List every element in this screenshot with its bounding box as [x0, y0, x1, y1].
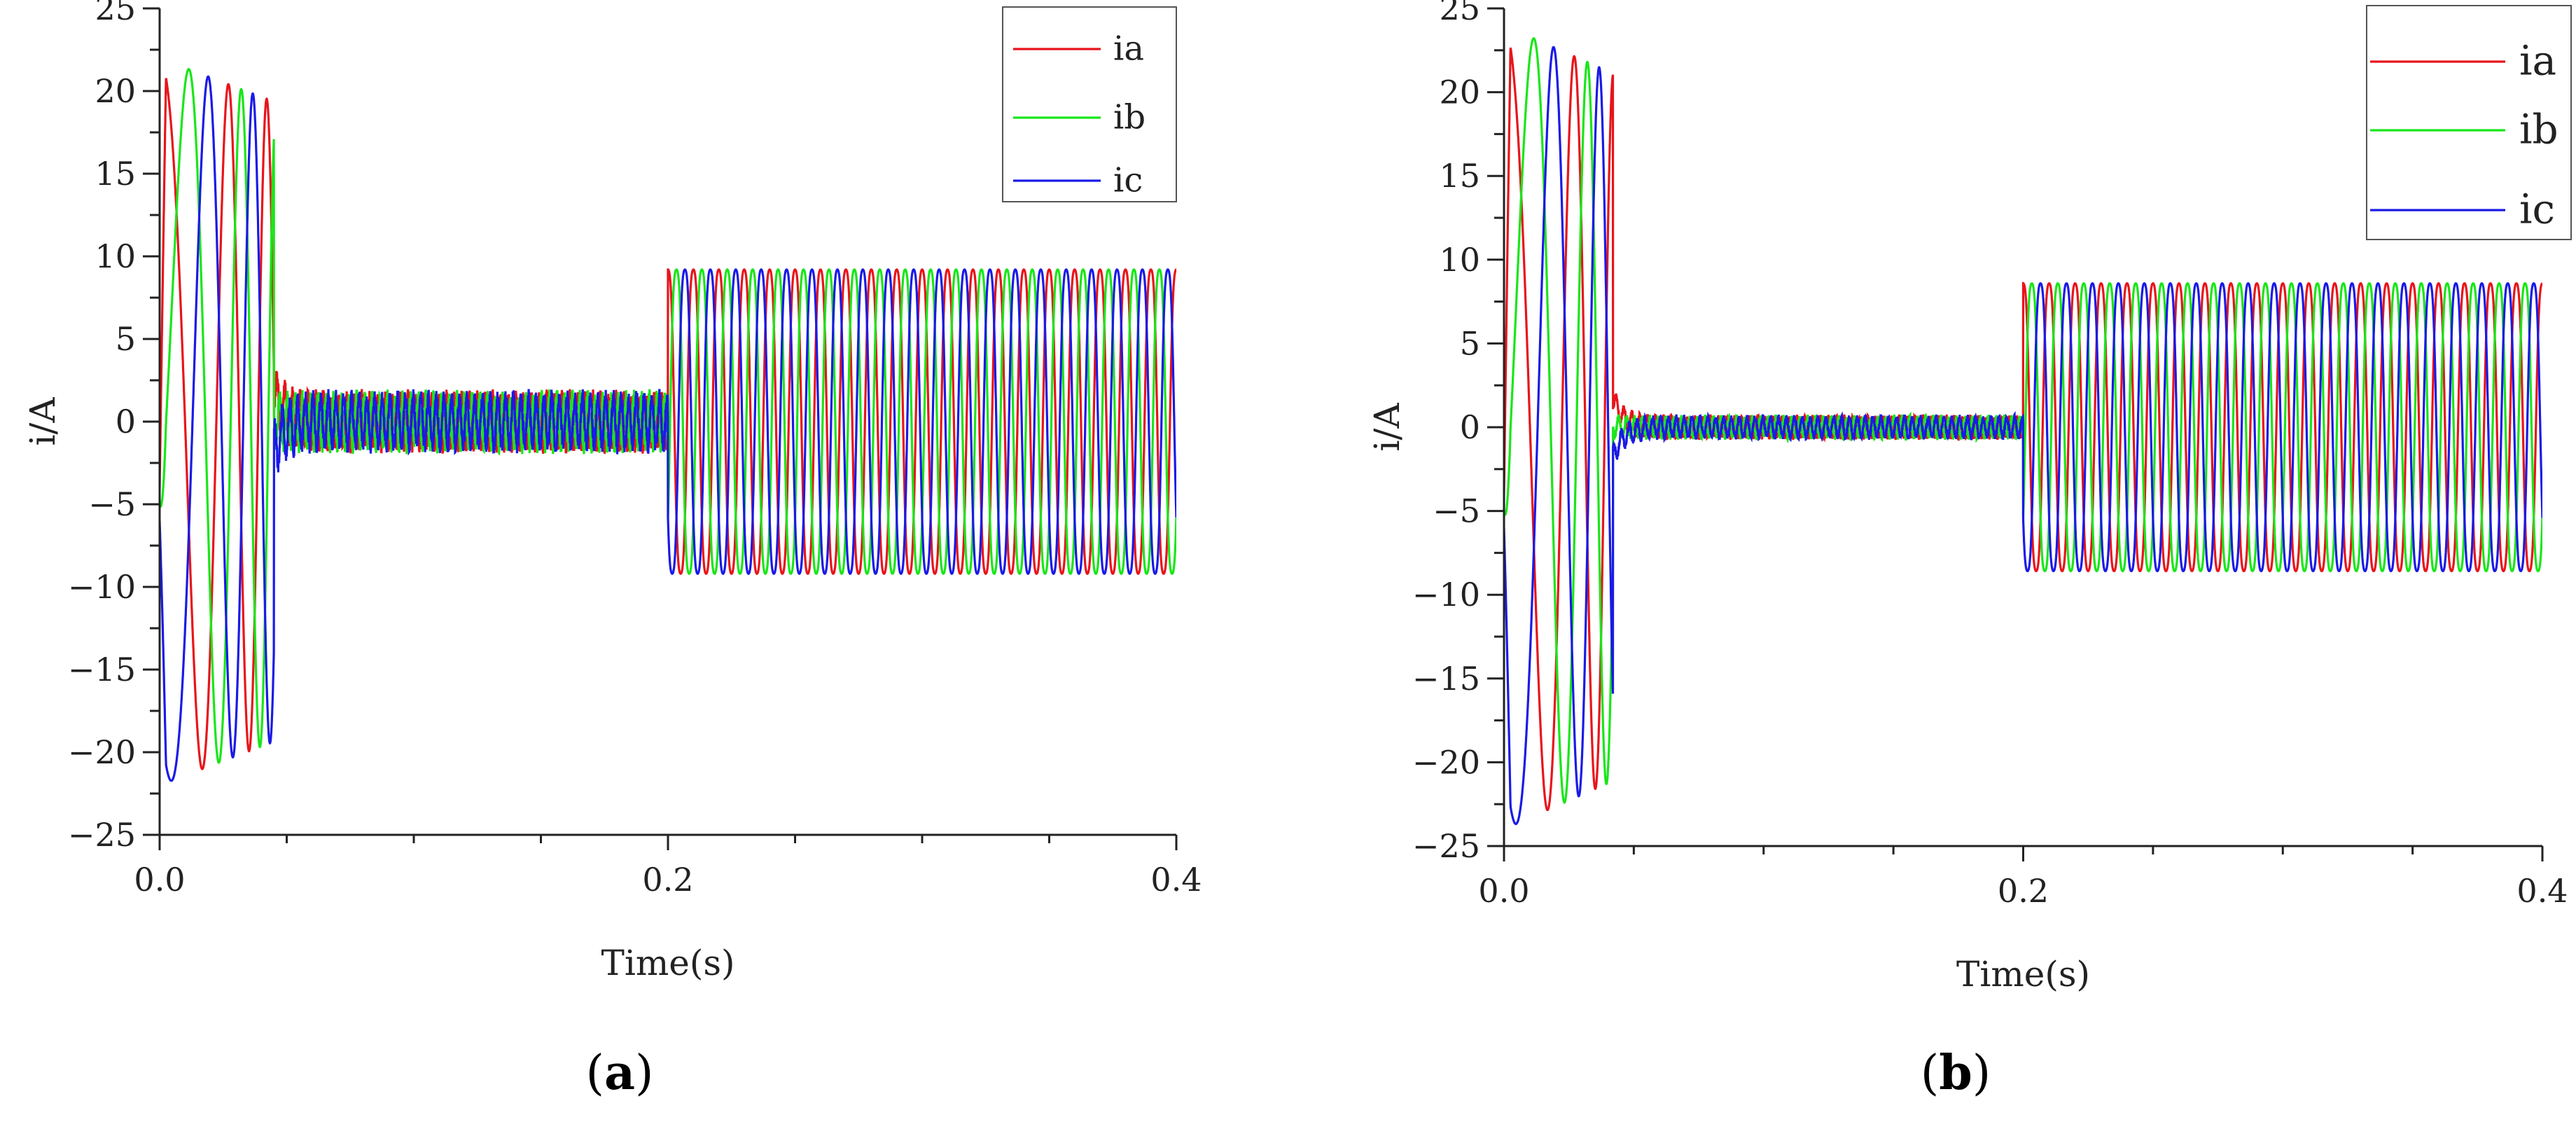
x-tick-label: 0.4	[2516, 872, 2568, 910]
legend: ia ib ic	[2366, 5, 2572, 240]
x-tick-label: 0.0	[134, 861, 185, 899]
panel-label: (a)	[585, 1045, 653, 1101]
y-tick-label: −25	[1412, 827, 1480, 865]
y-tick-label: −10	[1412, 576, 1480, 614]
y-tick-label: −10	[68, 568, 136, 606]
y-tick-label: 5	[116, 320, 136, 358]
series-line-ic	[160, 75, 1176, 782]
panel-label: (b)	[1921, 1045, 1991, 1101]
x-axis-label: Time(s)	[1956, 954, 2090, 995]
legend-label-ic: ic	[2519, 186, 2555, 233]
y-tick-label: −15	[1412, 660, 1480, 698]
y-tick-label: −5	[88, 485, 136, 523]
y-tick-label: 0	[116, 403, 136, 441]
y-tick-label: 25	[95, 0, 136, 27]
y-tick-label: 15	[95, 155, 136, 193]
x-tick-label: 0.2	[1998, 872, 2049, 910]
y-tick-label: 10	[1439, 241, 1480, 279]
x-axis-label: Time(s)	[601, 943, 734, 983]
legend: ia ib ic	[1002, 6, 1177, 202]
y-tick-label: 15	[1439, 157, 1480, 195]
legend-box	[2366, 5, 2572, 240]
y-tick-label: −5	[1433, 492, 1480, 530]
y-axis-label: i/A	[1367, 403, 1407, 452]
legend-box	[1002, 6, 1177, 202]
legend-label-ic: ic	[1113, 160, 1143, 200]
y-tick-label: −20	[68, 733, 136, 771]
y-tick-label: −15	[68, 651, 136, 688]
y-tick-label: 10	[95, 237, 136, 275]
legend-label-ib: ib	[1113, 97, 1146, 137]
legend-label-ia: ia	[2519, 37, 2556, 85]
y-tick-label: 20	[1439, 74, 1480, 111]
chart-panel-b: −25 −20 −15 −10 −5 0 5 10 15 20 25 0.0 0.2 0.4 Time(s)…	[1367, 0, 2572, 1101]
x-tick-label: 0.2	[642, 861, 693, 899]
series-line-ic	[1504, 46, 2542, 826]
chart-panel-a: −25 −20 −15 −10 −5 0 5 10 15 20 25 0.0 0.2 0.4 Time(s)…	[22, 0, 1202, 1101]
x-tick-label: 0.4	[1150, 861, 1202, 899]
y-tick-label: 0	[1460, 408, 1480, 446]
y-axis-label: i/A	[22, 397, 63, 446]
legend-label-ib: ib	[2519, 106, 2558, 153]
x-tick-label: 0.0	[1478, 872, 1529, 910]
y-tick-label: 25	[1439, 0, 1480, 27]
plot-area	[1504, 37, 2542, 826]
y-tick-label: −20	[1412, 743, 1480, 781]
y-tick-label: 20	[95, 72, 136, 110]
plot-area	[160, 68, 1176, 782]
legend-label-ia: ia	[1113, 29, 1144, 68]
y-tick-label: 5	[1460, 324, 1480, 362]
y-tick-label: −25	[68, 816, 136, 854]
